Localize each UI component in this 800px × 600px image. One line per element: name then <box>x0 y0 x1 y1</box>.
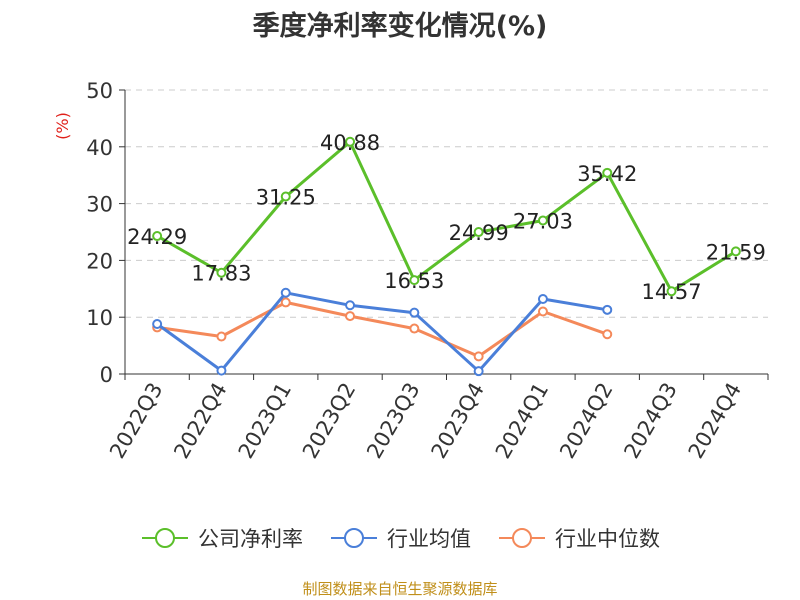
data-point <box>666 286 677 297</box>
x-tick-label: 2022Q3 <box>105 379 167 463</box>
chart-title: 季度净利率变化情况(%) <box>252 11 548 42</box>
data-point <box>473 366 484 377</box>
legend-label: 行业均值 <box>387 527 471 551</box>
series-line <box>156 140 737 293</box>
data-point <box>473 227 484 238</box>
data-point <box>730 246 741 257</box>
data-label: 27.03 <box>513 209 573 233</box>
series-line <box>156 300 608 358</box>
source-footer: 制图数据来自恒生聚源数据库 <box>302 580 498 598</box>
data-label: 14.57 <box>641 280 701 304</box>
data-point <box>345 300 356 311</box>
data-point <box>152 319 163 330</box>
x-tick-label: 2023Q1 <box>234 379 296 463</box>
legend-marker-icon <box>499 528 545 548</box>
x-tick-label: 2022Q4 <box>169 379 231 463</box>
data-label: 35.42 <box>577 162 637 186</box>
x-tick-label: 2024Q3 <box>619 379 681 463</box>
data-label: 31.25 <box>256 186 316 210</box>
data-label: 24.29 <box>127 225 187 249</box>
data-point <box>537 306 548 317</box>
y-tick-label: 40 <box>86 136 113 160</box>
legend-label: 公司净利率 <box>198 527 303 551</box>
data-point <box>216 365 227 376</box>
x-tick-label: 2023Q3 <box>362 379 424 463</box>
y-axis-label: (%) <box>53 112 72 140</box>
grid-lines <box>125 89 768 318</box>
y-tick-label: 50 <box>86 79 113 103</box>
data-point <box>537 294 548 305</box>
data-point <box>280 297 291 308</box>
y-tick-label: 0 <box>100 363 113 387</box>
data-point <box>602 329 613 340</box>
data-point <box>409 275 420 286</box>
data-point <box>152 231 163 242</box>
data-label: 17.83 <box>191 262 251 286</box>
y-tick-label: 30 <box>86 193 113 217</box>
legend: 公司净利率 行业均值 行业中位数 <box>0 520 800 556</box>
data-point <box>537 215 548 226</box>
series-line <box>156 291 608 373</box>
data-point <box>345 311 356 322</box>
y-tick-label: 20 <box>86 249 113 273</box>
data-point <box>216 331 227 342</box>
data-point <box>409 307 420 318</box>
data-label: 16.53 <box>384 269 444 293</box>
data-point <box>280 287 291 298</box>
data-point <box>345 136 356 147</box>
data-point <box>280 191 291 202</box>
y-tick-label: 10 <box>86 306 113 330</box>
legend-label: 行业中位数 <box>555 527 660 551</box>
legend-marker-icon <box>331 528 377 548</box>
x-tick-label: 2023Q4 <box>427 379 489 463</box>
x-tick-label: 2024Q1 <box>491 379 553 463</box>
data-point <box>216 267 227 278</box>
data-point <box>602 167 613 178</box>
data-label: 40.88 <box>320 131 380 155</box>
legend-item-industry-mean[interactable]: 行业均值 <box>329 523 471 553</box>
data-label: 21.59 <box>706 240 766 264</box>
series <box>152 136 741 377</box>
x-tick-label: 2024Q2 <box>555 379 617 463</box>
data-point <box>602 304 613 315</box>
data-point <box>409 323 420 334</box>
legend-item-company-net-margin[interactable]: 公司净利率 <box>140 523 303 553</box>
x-tick-label: 2023Q2 <box>298 379 360 463</box>
legend-item-industry-median[interactable]: 行业中位数 <box>497 523 660 553</box>
legend-marker-icon <box>142 528 188 548</box>
data-label: 24.99 <box>449 221 509 245</box>
x-tick-label: 2024Q4 <box>684 379 746 463</box>
data-point <box>473 351 484 362</box>
